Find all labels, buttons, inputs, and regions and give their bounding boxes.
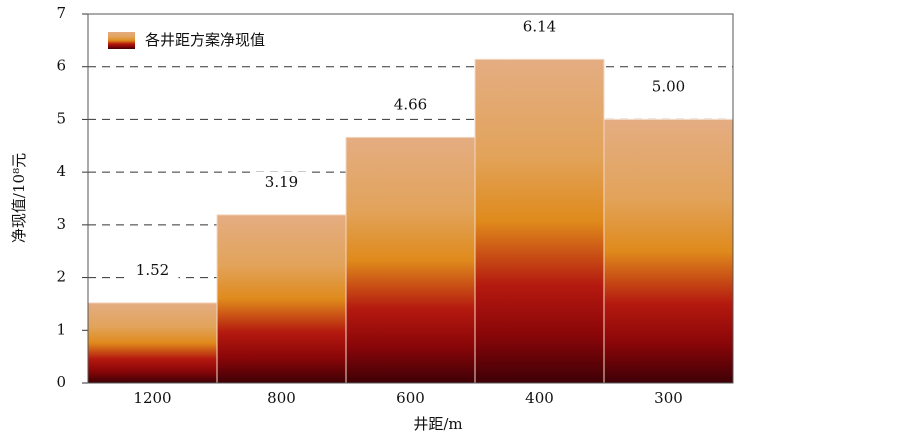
y-tick-label: 7 xyxy=(56,4,66,22)
x-tick-label: 400 xyxy=(525,389,554,407)
y-tick-label: 0 xyxy=(56,373,66,391)
value-label-bg xyxy=(255,171,308,194)
x-tick-label: 300 xyxy=(654,389,683,407)
y-tick-label: 1 xyxy=(56,320,66,338)
bar xyxy=(345,136,476,384)
bar xyxy=(216,214,347,384)
value-label: 3.19 xyxy=(265,173,298,191)
value-label-bg xyxy=(384,94,437,117)
x-axis-label: 井距/m xyxy=(413,415,462,433)
legend-swatch xyxy=(108,32,135,49)
value-label: 5.00 xyxy=(652,77,685,95)
legend-label: 各井距方案净现值 xyxy=(145,31,265,49)
y-tick-label: 5 xyxy=(56,109,66,127)
y-tick-label: 4 xyxy=(56,162,66,180)
bar xyxy=(603,118,734,384)
bar xyxy=(87,302,218,384)
y-tick-label: 3 xyxy=(56,215,66,233)
x-tick-label: 1200 xyxy=(133,389,171,407)
value-label-bg xyxy=(513,16,566,39)
bars xyxy=(87,58,734,384)
value-label-bg xyxy=(126,259,179,282)
y-tick-label: 2 xyxy=(56,268,66,286)
bar xyxy=(474,58,605,384)
value-label: 1.52 xyxy=(136,261,169,279)
y-tick-label: 6 xyxy=(56,57,66,75)
value-label-bg xyxy=(642,76,695,99)
x-tick-label: 600 xyxy=(396,389,425,407)
value-label: 6.14 xyxy=(523,17,556,35)
y-axis-label: 净现值/10⁸元 xyxy=(10,153,28,243)
plot-frame xyxy=(87,13,734,384)
value-label: 4.66 xyxy=(394,95,427,113)
x-tick-label: 800 xyxy=(267,389,296,407)
